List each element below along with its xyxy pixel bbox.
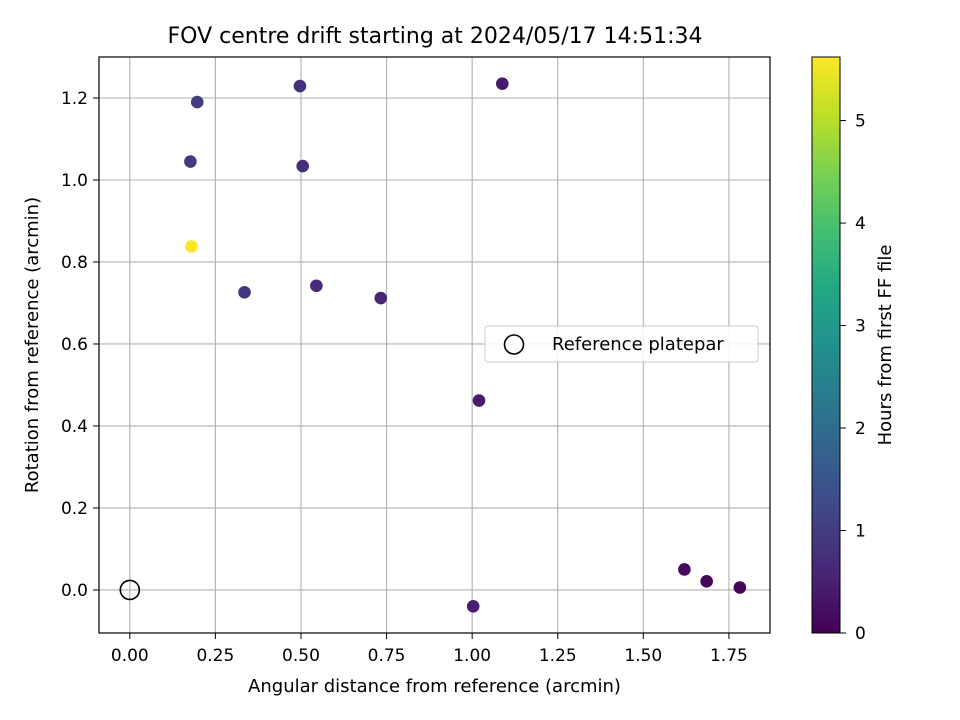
chart-title: FOV centre drift starting at 2024/05/17 … (168, 24, 703, 49)
data-point (374, 291, 388, 305)
data-point (296, 159, 309, 173)
colorbar-tick-label: 0 (855, 624, 866, 644)
x-tick-label: 1.00 (453, 646, 491, 666)
x-tick-label: 1.25 (539, 646, 577, 666)
y-tick-label: 0.6 (61, 335, 88, 355)
data-point (185, 240, 198, 253)
x-tick-label: 1.50 (624, 646, 662, 666)
colorbar-tick-label: 5 (855, 112, 866, 132)
legend: Reference platepar (484, 325, 759, 363)
y-axis: 0.0 0.2 0.4 0.6 0.8 1.0 1.2 (61, 89, 99, 601)
y-tick-label: 1.0 (61, 171, 88, 191)
legend-marker-reference-platepar (503, 334, 525, 355)
y-tick-label: 0.8 (61, 253, 88, 273)
y-tick-label: 0.2 (61, 499, 88, 519)
x-tick-label: 0.00 (111, 646, 149, 666)
data-point (733, 581, 747, 594)
y-tick-label: 0.4 (61, 417, 88, 437)
colorbar-tick-label: 4 (855, 214, 866, 234)
data-point (495, 77, 509, 90)
colorbar-tick-label: 1 (855, 522, 866, 542)
colorbar-label: Hours from first FF file (875, 245, 896, 446)
data-point (466, 600, 480, 613)
data-point (190, 95, 204, 109)
legend-box (484, 325, 759, 363)
y-tick-label: 0.0 (61, 581, 88, 601)
y-axis-label: Rotation from reference (arcmin) (22, 197, 43, 493)
data-point (472, 394, 486, 407)
legend-label-reference-platepar: Reference platepar (552, 334, 724, 355)
data-point (310, 279, 323, 293)
y-tick-label: 1.2 (61, 89, 88, 109)
x-axis-label: Angular distance from reference (arcmin) (248, 676, 621, 697)
data-point (700, 575, 713, 588)
data-point (293, 79, 307, 93)
colorbar-ticks: 0 1 2 3 4 5 (840, 112, 866, 644)
x-tick-label: 0.75 (368, 646, 406, 666)
x-tick-label: 0.50 (282, 646, 320, 666)
data-point (678, 563, 691, 576)
reference-platepar-marker (119, 579, 141, 601)
data-point (184, 155, 197, 168)
x-tick-label: 1.75 (710, 646, 748, 666)
data-points (184, 77, 747, 613)
data-point (238, 286, 251, 299)
colorbar: 0 1 2 3 4 5 Hours from first FF file (811, 56, 896, 644)
colorbar-tick-label: 2 (855, 419, 866, 439)
plot-frame (98, 56, 771, 634)
x-tick-label: 0.25 (196, 646, 234, 666)
x-axis: 0.00 0.25 0.50 0.75 1.00 1.25 1.50 1.75 (111, 633, 748, 666)
colorbar-gradient (811, 56, 841, 634)
colorbar-tick-label: 3 (855, 317, 866, 337)
plot-area: 0.00 0.25 0.50 0.75 1.00 1.25 1.50 1.75 0.00.20… (61, 56, 771, 666)
